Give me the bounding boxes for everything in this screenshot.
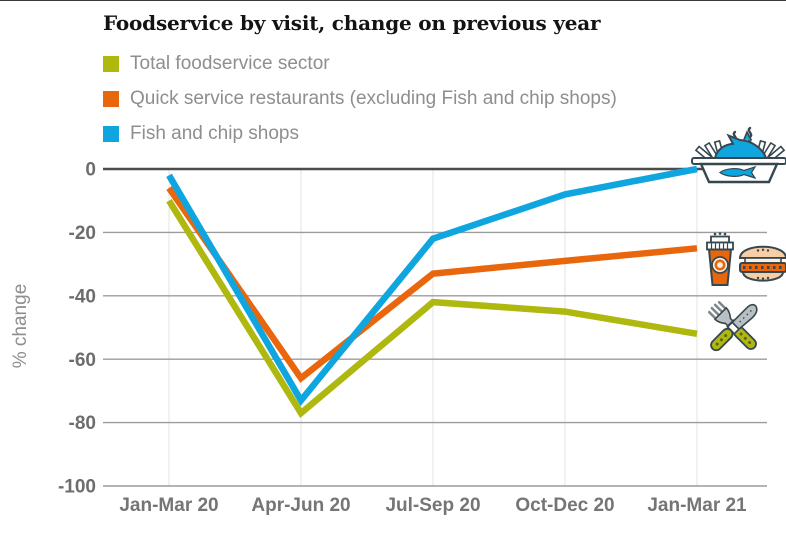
burger	[738, 245, 786, 282]
legend-label-fish: Fish and chip shops	[130, 122, 299, 144]
legend-item-total: Total foodservice sector	[103, 46, 617, 81]
fish-fin	[743, 130, 753, 141]
legend-item-qsr: Quick service restaurants (excluding Fis…	[103, 81, 617, 116]
y-axis-title: % change	[10, 284, 31, 369]
x-axis-labels: Jan-Mar 20 Apr-Jun 20 Jul-Sep 20 Oct-Dec…	[119, 495, 747, 516]
fish-mound	[713, 133, 768, 159]
y-tick-label: -20	[69, 223, 96, 244]
y-tick-label: -80	[69, 413, 96, 434]
fish-and-chips-tray-icon	[691, 126, 786, 184]
horizontal-gridlines	[103, 231, 767, 487]
y-axis-ticks: 0 -20 -40 -60 -80 -100	[58, 160, 96, 498]
knife	[710, 303, 758, 352]
x-axis-label: Oct-Dec 20	[515, 495, 614, 516]
x-axis-label: Jan-Mar 21	[647, 495, 747, 516]
y-tick-label: -60	[69, 350, 96, 371]
legend-item-fish: Fish and chip shops	[103, 116, 617, 151]
drink-cup	[706, 232, 734, 286]
legend-swatch-qsr	[103, 90, 119, 107]
y-tick-label: 0	[85, 160, 96, 181]
small-fish	[718, 165, 757, 180]
series-line-fish	[166, 165, 698, 407]
legend-swatch-fish	[103, 125, 119, 142]
vertical-gridlines	[168, 169, 698, 486]
fork	[707, 300, 757, 350]
legend-label-qsr: Quick service restaurants (excluding Fis…	[130, 87, 617, 109]
series-line-qsr	[166, 186, 698, 383]
y-tick-label: -100	[58, 477, 96, 498]
series-line-total	[166, 198, 698, 419]
x-axis-label: Jul-Sep 20	[385, 495, 480, 516]
chart-title: Foodservice by visit, change on previous…	[103, 11, 601, 35]
legend: Total foodservice sector Quick service r…	[103, 46, 617, 151]
legend-swatch-total	[103, 55, 119, 72]
y-tick-label: -40	[69, 286, 96, 307]
x-axis-label: Jan-Mar 20	[119, 495, 218, 516]
legend-label-total: Total foodservice sector	[130, 52, 330, 74]
x-axis-label: Apr-Jun 20	[251, 495, 350, 516]
drink-and-burger-icon	[706, 232, 786, 286]
fork-and-knife-icon	[707, 300, 758, 352]
